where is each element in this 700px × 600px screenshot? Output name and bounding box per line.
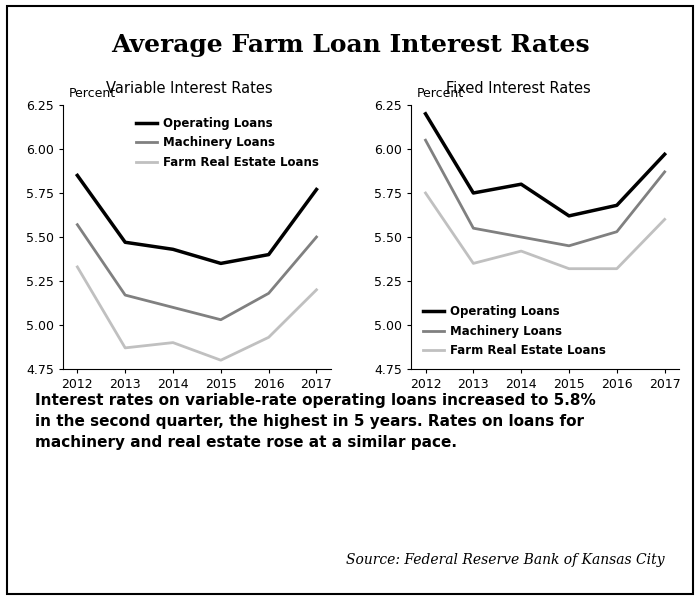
Text: Source: Federal Reserve Bank of Kansas City: Source: Federal Reserve Bank of Kansas C… [346,553,665,567]
Text: Percent: Percent [416,87,463,100]
Text: machinery and real estate rose at a similar pace.: machinery and real estate rose at a simi… [35,435,457,450]
Text: Average Farm Loan Interest Rates: Average Farm Loan Interest Rates [111,33,589,57]
Text: Variable Interest Rates: Variable Interest Rates [106,81,272,96]
Text: Interest rates on variable-rate operating loans increased to 5.8%: Interest rates on variable-rate operatin… [35,393,596,408]
Legend: Operating Loans, Machinery Loans, Farm Real Estate Loans: Operating Loans, Machinery Loans, Farm R… [130,111,325,175]
Text: Percent: Percent [69,87,116,100]
Text: Fixed Interest Rates: Fixed Interest Rates [446,81,590,96]
Legend: Operating Loans, Machinery Loans, Farm Real Estate Loans: Operating Loans, Machinery Loans, Farm R… [417,299,612,363]
Text: in the second quarter, the highest in 5 years. Rates on loans for: in the second quarter, the highest in 5 … [35,414,584,429]
